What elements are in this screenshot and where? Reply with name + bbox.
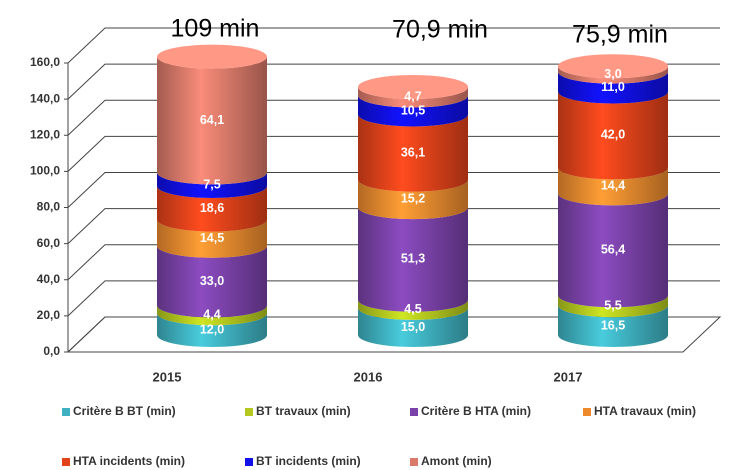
bar-segment xyxy=(157,245,267,318)
bar-segment xyxy=(157,219,267,258)
bar-segment xyxy=(558,167,668,206)
x-tick-label: 2015 xyxy=(153,369,182,384)
x-tick-label: 2017 xyxy=(554,369,583,384)
bar-segment xyxy=(358,207,468,312)
y-tick-label: 80,0 xyxy=(37,200,61,214)
data-label: 64,1 xyxy=(200,113,224,127)
bar-segment xyxy=(358,179,468,220)
data-label: 4,5 xyxy=(404,302,421,316)
data-label: 33,0 xyxy=(200,274,224,288)
data-label: 4,4 xyxy=(203,308,220,322)
grid-line xyxy=(67,99,720,136)
legend-swatch xyxy=(410,458,418,466)
data-label: 4,7 xyxy=(404,90,421,104)
bar-top xyxy=(358,75,468,100)
legend-swatch xyxy=(583,408,591,416)
legend-label: Amont (min) xyxy=(421,454,492,468)
data-label: 5,5 xyxy=(604,299,621,313)
data-label: 10,5 xyxy=(401,103,425,117)
y-tick-label: 60,0 xyxy=(37,236,61,250)
bar-segment xyxy=(558,71,668,104)
data-label: 15,2 xyxy=(401,192,425,206)
legend-label: Critère B BT (min) xyxy=(73,404,176,418)
y-tick-label: 0,0 xyxy=(43,344,60,358)
bar-segment xyxy=(558,91,668,180)
bar-segment xyxy=(358,87,468,108)
data-label: 7,5 xyxy=(203,178,220,192)
grid-line xyxy=(67,63,720,100)
data-label: 14,4 xyxy=(601,179,625,193)
bar-segment xyxy=(157,313,267,347)
annotation: 109 min xyxy=(171,15,260,43)
grid-line xyxy=(67,280,720,317)
data-label: 12,0 xyxy=(200,322,224,336)
legend-label: HTA incidents (min) xyxy=(73,454,185,468)
bar-segment xyxy=(558,193,668,308)
legend-swatch xyxy=(245,458,253,466)
y-tick-label: 100,0 xyxy=(30,164,60,178)
bar-segment xyxy=(558,305,668,347)
legend-label: BT travaux (min) xyxy=(256,404,351,418)
bar-segment xyxy=(358,114,468,192)
grid-line xyxy=(67,244,720,281)
legend-label: HTA travaux (min) xyxy=(594,404,696,418)
data-label: 56,4 xyxy=(601,243,625,257)
legend-label: BT incidents (min) xyxy=(256,454,361,468)
bar-top xyxy=(157,44,267,69)
legend-swatch xyxy=(245,408,253,416)
grid-line xyxy=(67,172,720,208)
data-label: 42,0 xyxy=(601,128,625,142)
data-label: 51,3 xyxy=(401,252,425,266)
bar-segment xyxy=(558,66,668,84)
bar-segment xyxy=(558,295,668,318)
bar-segment xyxy=(157,56,267,185)
grid-line xyxy=(67,135,720,172)
y-tick-label: 20,0 xyxy=(37,308,61,322)
data-label: 36,1 xyxy=(401,145,425,159)
annotation: 75,9 min xyxy=(572,21,668,49)
legend-swatch xyxy=(62,458,70,466)
legend-label: Critère B HTA (min) xyxy=(421,404,531,418)
bar-segment xyxy=(358,95,468,127)
data-label: 15,0 xyxy=(401,320,425,334)
data-label: 14,5 xyxy=(200,231,224,245)
bar-segment xyxy=(157,185,267,232)
grid-line xyxy=(67,316,720,353)
bar-segment xyxy=(157,305,267,326)
grid-line xyxy=(67,27,720,64)
y-tick-label: 40,0 xyxy=(37,272,61,286)
bar-segment xyxy=(358,307,468,347)
data-label: 16,5 xyxy=(601,318,625,332)
x-tick-label: 2016 xyxy=(354,369,383,384)
bar-top xyxy=(558,54,668,79)
y-tick-label: 140,0 xyxy=(30,91,60,105)
bar-segment xyxy=(157,172,267,198)
legend-swatch xyxy=(410,408,418,416)
y-tick-label: 120,0 xyxy=(30,127,60,141)
data-label: 3,0 xyxy=(604,67,621,81)
data-label: 18,6 xyxy=(200,201,224,215)
data-label: 11,0 xyxy=(601,80,625,94)
bar-segment xyxy=(358,299,468,320)
annotation: 70,9 min xyxy=(392,16,488,44)
y-tick-label: 160,0 xyxy=(30,55,60,69)
legend-swatch xyxy=(62,408,70,416)
grid-line xyxy=(67,208,720,244)
